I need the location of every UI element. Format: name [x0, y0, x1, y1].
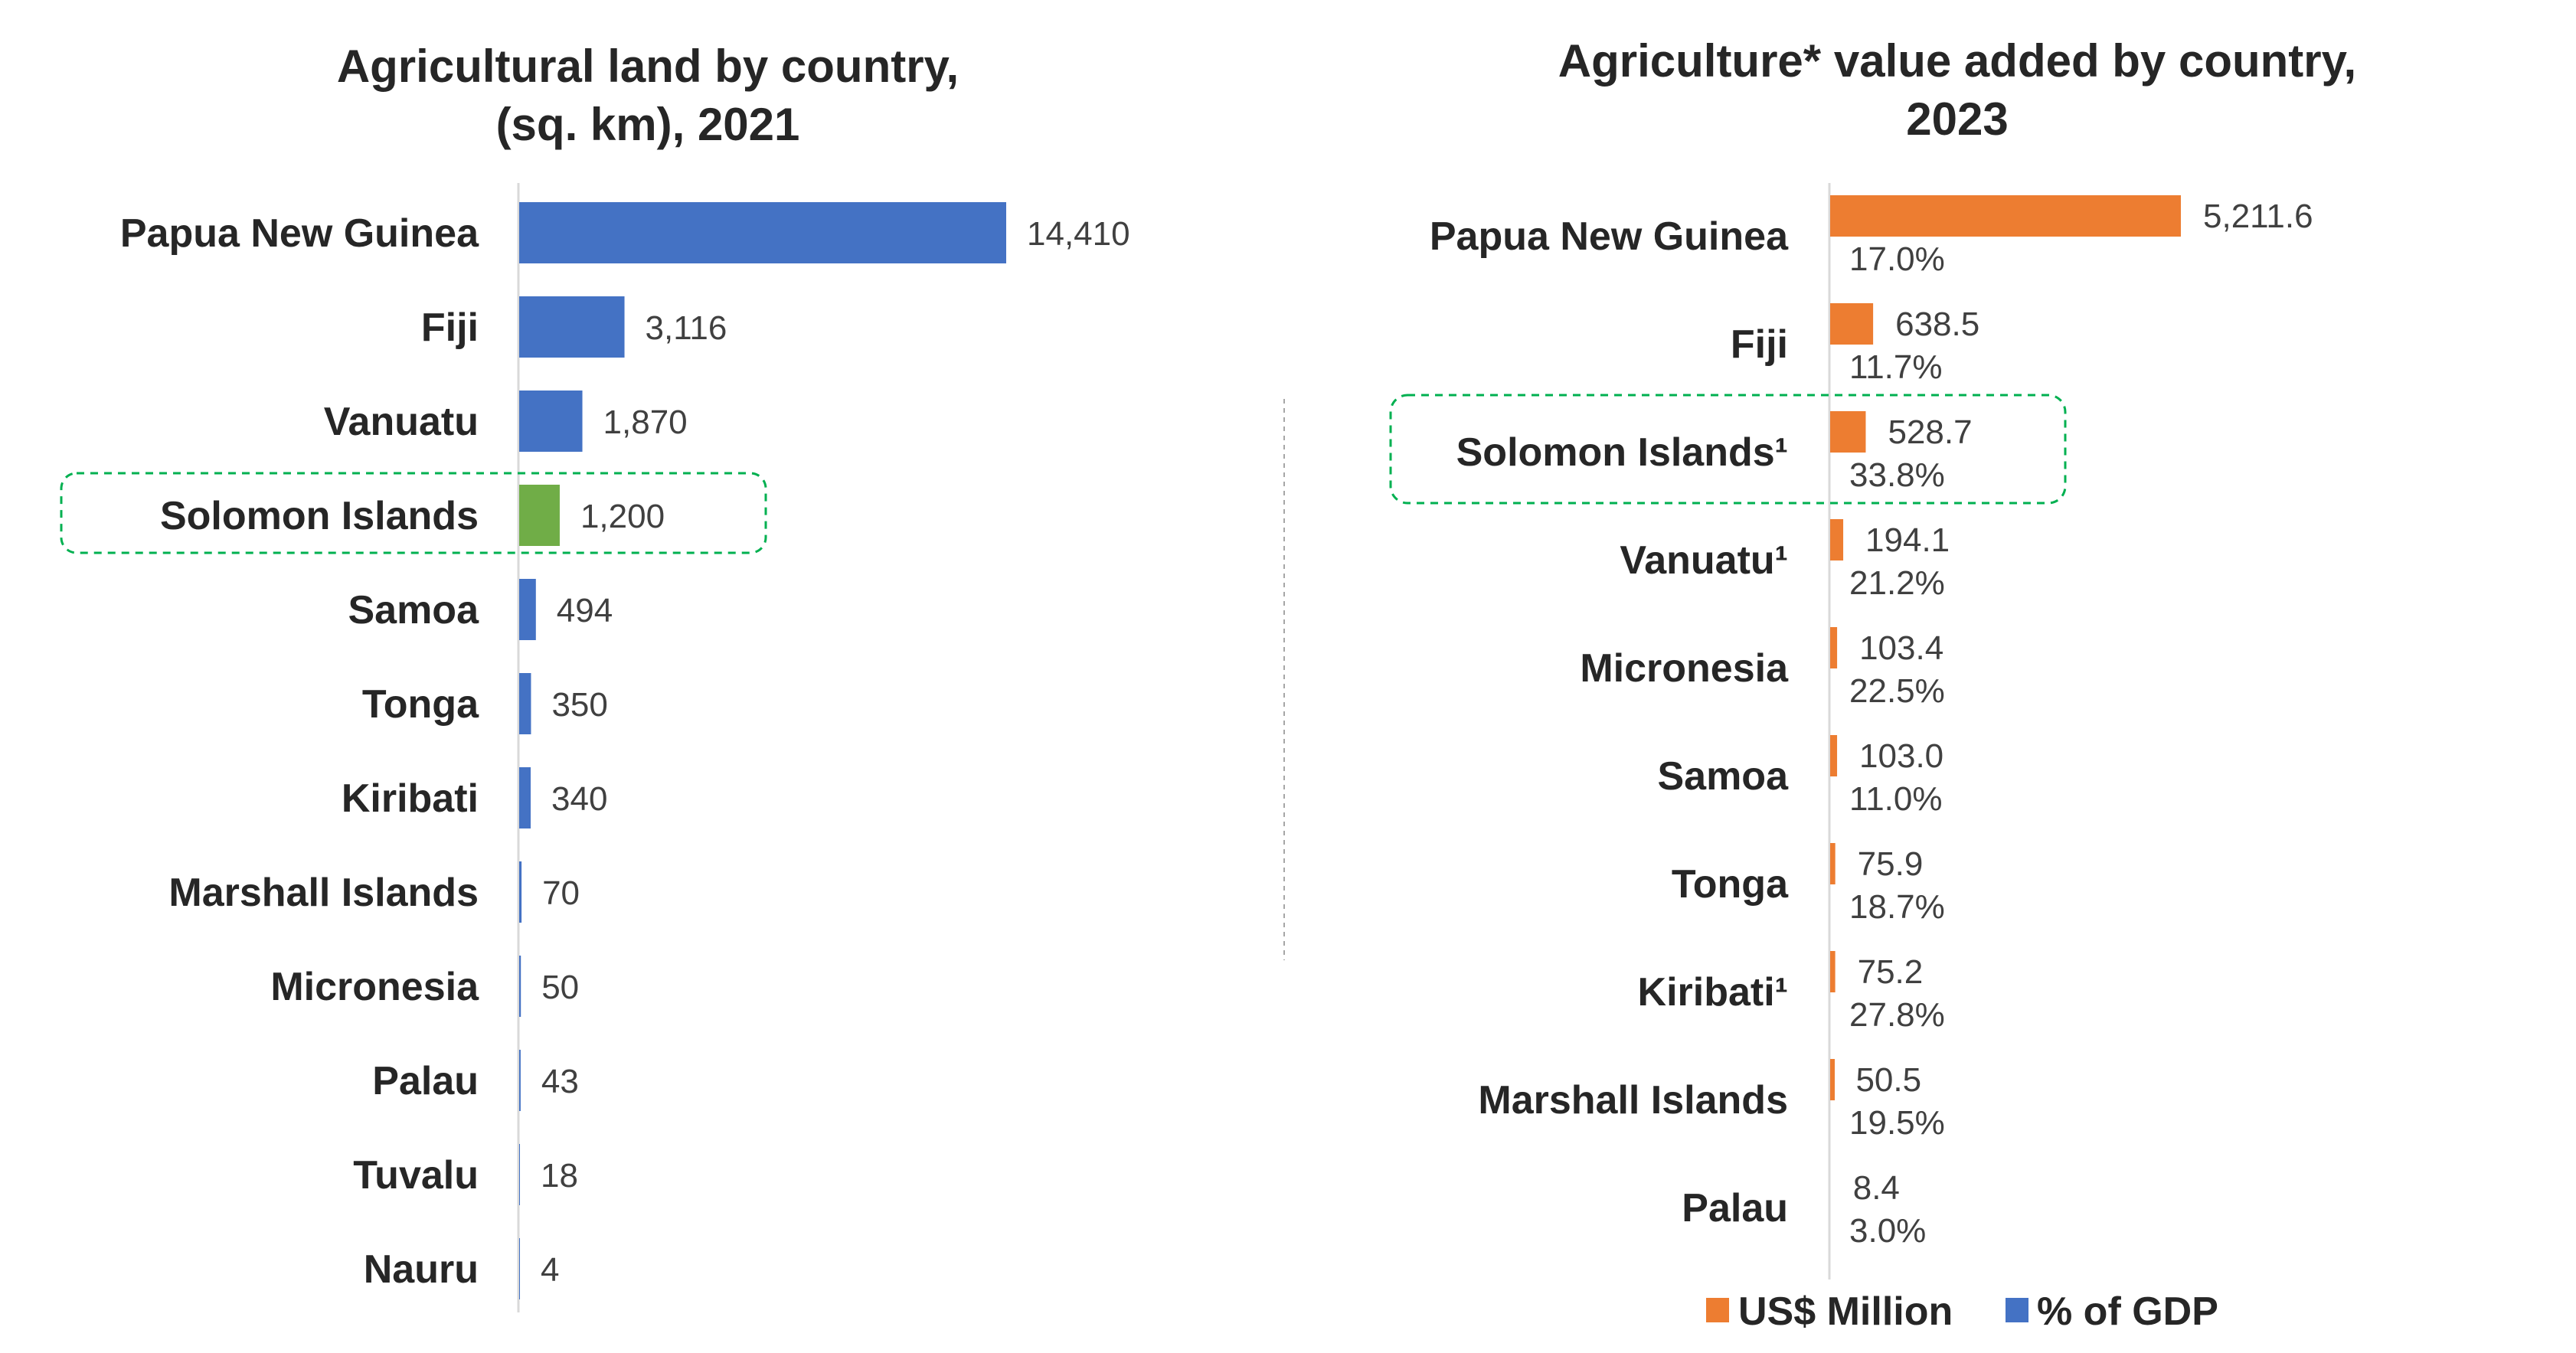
- bar: [519, 1238, 520, 1299]
- category-label: Samoa: [348, 588, 479, 632]
- bar: [519, 485, 560, 546]
- data-label: 14,410: [1027, 215, 1130, 253]
- bar-usd: [1830, 843, 1836, 884]
- data-label: 350: [551, 686, 607, 724]
- category-label: Fiji: [1731, 322, 1788, 367]
- category-label: Kiribati¹: [1638, 970, 1788, 1015]
- legend: US$ Million % of GDP: [1706, 1289, 2218, 1334]
- category-label: Palau: [372, 1059, 479, 1103]
- data-label-gdp: 21.2%: [1849, 564, 1945, 602]
- category-label: Solomon Islands¹: [1456, 430, 1788, 475]
- bar: [519, 1144, 520, 1205]
- category-label: Tonga: [1672, 862, 1789, 907]
- bar: [519, 202, 1006, 263]
- data-label: 70: [542, 874, 580, 912]
- category-label: Kiribati: [342, 776, 479, 821]
- data-label-gdp: 19.5%: [1849, 1104, 1945, 1142]
- bar: [519, 296, 625, 358]
- data-label: 43: [541, 1063, 579, 1100]
- data-label-usd: 75.2: [1858, 953, 1924, 991]
- legend-label-usd: US$ Million: [1738, 1289, 1953, 1334]
- category-label: Solomon Islands: [160, 494, 479, 538]
- data-label-gdp: 11.0%: [1849, 780, 1943, 818]
- right-chart-title-line-2: 2023: [1906, 93, 2008, 145]
- category-label: Micronesia: [270, 965, 479, 1009]
- data-label-usd: 194.1: [1865, 521, 1950, 559]
- category-label: Vanuatu: [324, 400, 479, 444]
- data-label-gdp: 11.7%: [1849, 348, 1943, 386]
- bar-usd: [1830, 303, 1874, 345]
- left-chart-title-line-2: (sq. km), 2021: [496, 99, 800, 150]
- data-label: 3,116: [646, 309, 727, 347]
- data-label-gdp: 18.7%: [1849, 888, 1945, 926]
- category-label: Vanuatu¹: [1620, 538, 1788, 583]
- bar: [519, 579, 536, 640]
- left-chart-title-line-1: Agricultural land by country,: [337, 41, 959, 92]
- bar: [519, 1050, 521, 1111]
- data-label-gdp: 3.0%: [1849, 1212, 1926, 1250]
- data-label: 4: [541, 1251, 559, 1289]
- right-chart-title-line-1: Agriculture* value added by country,: [1558, 35, 2356, 87]
- bar-usd: [1830, 519, 1844, 560]
- category-label: Fiji: [421, 306, 479, 350]
- data-label-usd: 75.9: [1858, 845, 1924, 883]
- bar: [519, 767, 531, 828]
- category-label: Papua New Guinea: [1430, 214, 1789, 259]
- data-label-usd: 638.5: [1895, 306, 1979, 343]
- data-label-gdp: 22.5%: [1849, 672, 1945, 710]
- bar: [519, 861, 522, 923]
- right-highlight-box: [1389, 394, 2067, 505]
- data-label-usd: 103.4: [1859, 629, 1943, 667]
- bar: [519, 956, 521, 1017]
- category-label: Marshall Islands: [1478, 1078, 1788, 1123]
- legend-swatch-usd: [1706, 1298, 1729, 1322]
- category-label: Tonga: [362, 682, 479, 727]
- left-highlight-box: [60, 472, 767, 554]
- bar-usd: [1830, 951, 1836, 992]
- category-label: Palau: [1682, 1186, 1788, 1230]
- data-label-gdp: 33.8%: [1849, 456, 1945, 494]
- data-label: 340: [551, 780, 607, 818]
- data-label: 494: [557, 592, 613, 629]
- data-label-gdp: 27.8%: [1849, 996, 1945, 1034]
- data-label-usd: 103.0: [1859, 737, 1943, 775]
- category-label: Samoa: [1657, 754, 1789, 799]
- data-label-gdp: 17.0%: [1849, 240, 1945, 278]
- bar-usd: [1830, 627, 1838, 668]
- category-label: Nauru: [364, 1247, 479, 1292]
- category-label: Micronesia: [1580, 646, 1789, 691]
- data-label-usd: 5,211.6: [2203, 198, 2313, 235]
- data-label: 1,870: [603, 404, 688, 441]
- bar: [519, 391, 583, 452]
- category-label: Papua New Guinea: [120, 211, 479, 256]
- bar: [519, 673, 531, 734]
- legend-swatch-gdp: [2006, 1298, 2028, 1322]
- data-label-usd: 50.5: [1855, 1061, 1921, 1099]
- bar-usd: [1830, 1059, 1835, 1100]
- bar-usd: [1830, 411, 1866, 453]
- legend-label-gdp: % of GDP: [2037, 1289, 2218, 1334]
- data-label: 50: [541, 969, 579, 1006]
- data-label-usd: 528.7: [1888, 413, 1972, 451]
- category-label: Marshall Islands: [168, 871, 479, 915]
- data-label-usd: 8.4: [1853, 1169, 1900, 1207]
- bar-usd: [1830, 195, 2181, 237]
- data-label: 18: [541, 1157, 578, 1194]
- bar-usd: [1830, 735, 1838, 776]
- data-label: 1,200: [580, 498, 665, 535]
- category-label: Tuvalu: [353, 1153, 479, 1198]
